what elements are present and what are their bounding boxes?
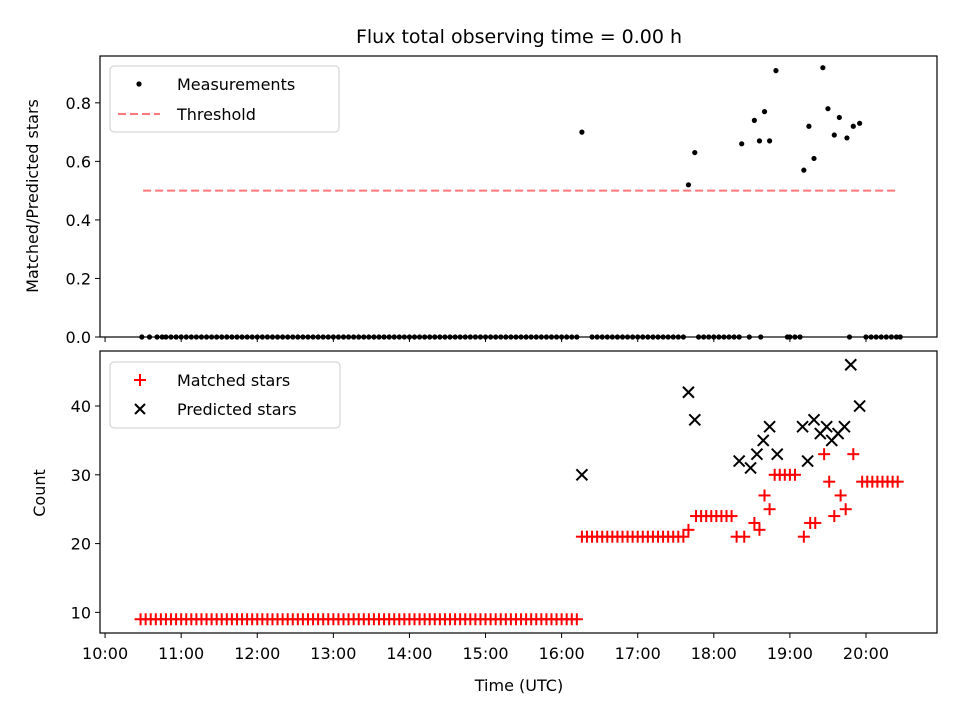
matched-star-point: [818, 448, 831, 461]
predicted-star-point: [575, 468, 589, 482]
x-tick-label: 17:00: [615, 644, 661, 663]
measurement-point: [685, 182, 692, 188]
matched-star-point: [738, 530, 751, 543]
matched-star-point: [788, 468, 801, 481]
measurement-point: [739, 141, 745, 147]
bottom-y-axis-label: Count: [30, 469, 49, 517]
matched-star-point: [891, 475, 904, 488]
matched-star-point: [823, 475, 836, 488]
bottom-y-tick-label: 10: [71, 603, 91, 622]
top-axes-frame: [99, 55, 938, 338]
matched-star-point: [797, 530, 810, 543]
legend-matched-marker: [134, 374, 146, 386]
predicted-star-point: [771, 447, 784, 461]
measurement-point: [836, 114, 842, 121]
bottom-y-ticks: 10 20 30 40: [71, 397, 100, 622]
predicted-star-point: [688, 413, 701, 426]
predicted-star-point: [744, 461, 757, 475]
top-legend-box: [109, 65, 340, 133]
measurement-point: [857, 120, 863, 126]
top-y-tick-label: 0.0: [66, 328, 91, 347]
measurement-point: [811, 155, 817, 162]
top-y-tick-label: 0.6: [66, 152, 91, 171]
measurement-point: [850, 123, 856, 129]
matched-star-point: [839, 503, 852, 516]
top-y-tick-label: 0.2: [66, 269, 91, 288]
matched-star-point: [682, 523, 695, 536]
x-axis-label: Time (UTC): [474, 676, 563, 695]
predicted-star-point: [757, 434, 770, 447]
top-x-ticks: [104, 337, 867, 342]
measurement-point: [579, 129, 585, 135]
measurement-point: [773, 68, 779, 74]
matched-star-point: [748, 516, 761, 529]
predicted-star-point: [796, 420, 809, 433]
top-y-ticks: 0.0 0.2 0.4 0.6 0.8: [66, 94, 100, 347]
measurement-point: [761, 109, 768, 115]
measurement-point: [767, 138, 773, 144]
predicted-star-point: [763, 420, 776, 433]
x-tick-label: 10:00: [82, 644, 128, 663]
predicted-star-point: [732, 454, 746, 468]
bottom-y-tick-label: 20: [71, 535, 91, 554]
legend-measurements-label: Measurements: [177, 75, 295, 94]
x-tick-label: 19:00: [767, 644, 813, 663]
measurement-point: [806, 123, 812, 129]
bottom-legend: Matched stars Predicted stars: [109, 361, 341, 429]
matched-star-point: [834, 489, 847, 502]
predicted-star-point: [682, 386, 695, 399]
x-tick-label: 16:00: [539, 644, 585, 663]
predicted-star-point: [853, 399, 866, 413]
x-tick-label: 12:00: [234, 644, 280, 663]
measurement-point: [751, 117, 757, 123]
measurement-point: [756, 138, 763, 144]
predicted-star-point: [750, 447, 764, 461]
predicted-star-point: [820, 420, 833, 433]
legend-matched-label: Matched stars: [177, 371, 290, 390]
x-tick-label: 18:00: [691, 644, 737, 663]
top-legend: Measurements Threshold: [109, 65, 340, 133]
measurement-point: [825, 106, 831, 112]
matched-star-point: [753, 523, 766, 536]
matched-star-point: [570, 613, 583, 626]
legend-predicted-label: Predicted stars: [177, 400, 297, 419]
matched-star-point: [677, 530, 690, 543]
chart-title: Flux total observing time = 0.00 h: [356, 26, 682, 48]
matched-star-point: [809, 516, 822, 529]
bottom-x-ticks: 10:00 11:00 12:00 13:00 14:00 15:00 16:00 17:00…: [82, 633, 889, 663]
measurement-point: [844, 135, 850, 141]
bottom-legend-box: [109, 361, 341, 429]
predicted-star-point: [801, 454, 814, 468]
bottom-y-tick-label: 30: [71, 466, 91, 485]
bottom-y-tick-label: 40: [71, 397, 91, 416]
legend-predicted-marker: [134, 403, 146, 415]
count-panel: Count Time (UTC) 10 20 30 40 10:00 11:00 12:0…: [30, 350, 938, 695]
predicted-star-point: [807, 413, 821, 426]
x-tick-label: 14:00: [386, 644, 432, 663]
ratio-panel: Flux total observing time = 0.00 h Match…: [23, 26, 938, 347]
x-tick-label: 13:00: [310, 644, 356, 663]
matched-star-point: [725, 510, 738, 523]
legend-threshold-label: Threshold: [176, 105, 256, 124]
matched-star-point: [847, 448, 860, 461]
matched-star-point: [758, 489, 771, 502]
legend-measurements-marker: [136, 81, 142, 87]
predicted-star-point: [844, 358, 857, 371]
top-y-axis-label: Matched/Predicted stars: [23, 99, 42, 293]
measurement-point: [692, 149, 698, 156]
x-tick-label: 11:00: [158, 644, 204, 663]
bottom-plot-area: [134, 358, 904, 626]
measurement-point: [801, 167, 807, 173]
matched-star-point: [763, 503, 776, 516]
measurement-point: [820, 65, 826, 71]
measurement-point: [831, 132, 837, 138]
top-y-tick-label: 0.4: [66, 211, 91, 230]
bottom-axes-frame: [99, 350, 938, 634]
x-tick-label: 20:00: [843, 644, 889, 663]
top-y-tick-label: 0.8: [66, 94, 91, 113]
x-tick-label: 15:00: [462, 644, 508, 663]
matched-star-point: [828, 510, 841, 523]
predicted-star-point: [838, 420, 851, 433]
